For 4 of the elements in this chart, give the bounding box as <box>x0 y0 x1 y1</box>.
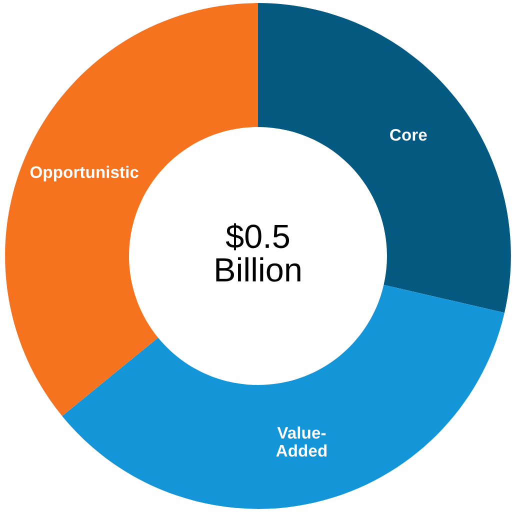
slice-label: Opportunistic <box>30 166 138 182</box>
text: $0.5 Billion <box>216 223 300 282</box>
slice-label: Value- Added <box>276 426 327 457</box>
slice-label: Core <box>390 128 427 141</box>
